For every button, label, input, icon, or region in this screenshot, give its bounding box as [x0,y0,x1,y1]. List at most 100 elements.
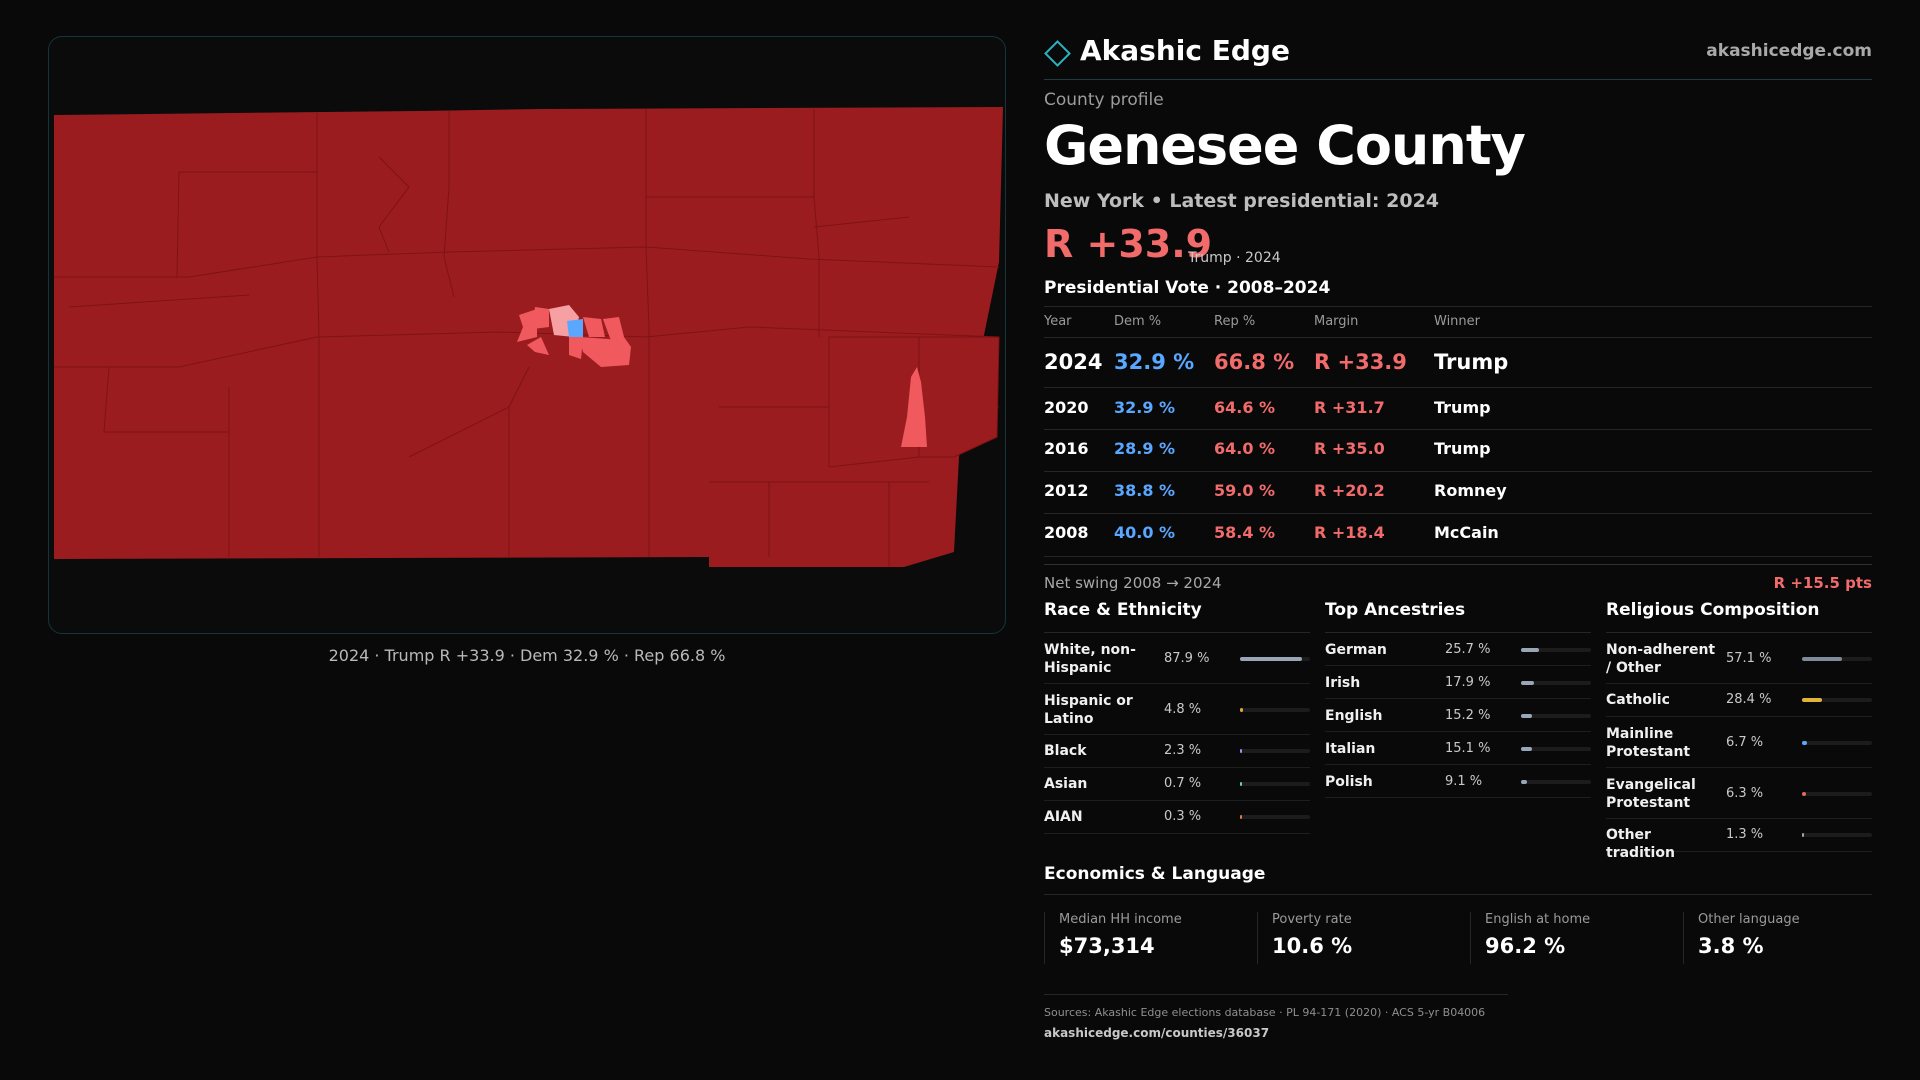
divider [1044,306,1872,307]
cell-winner: Trump [1434,439,1491,458]
share-bar-fill [1240,657,1302,661]
list-item[interactable]: Non-adherent / Other 57.1 % [1606,633,1872,684]
list-item[interactable]: Asian 0.7 % [1044,768,1310,801]
list-item[interactable]: Black 2.3 % [1044,735,1310,768]
share-bar-fill [1521,714,1532,718]
item-value: 0.7 % [1164,776,1202,791]
share-bar [1521,681,1591,685]
share-bar [1521,747,1591,751]
col-header-dem: Dem % [1114,314,1162,329]
share-bar-fill [1521,780,1527,784]
cell-year: 2012 [1044,481,1089,500]
item-label: Evangelical Protestant [1606,777,1696,811]
divider [1044,556,1872,557]
precinct[interactable] [603,317,631,349]
list-item[interactable]: German 25.7 % [1325,633,1591,666]
precinct[interactable] [583,317,605,337]
source-url-link[interactable]: akashicedge.com/counties/36037 [1044,1026,1270,1040]
share-bar-fill [1521,648,1539,652]
net-swing-label: Net swing 2008 → 2024 [1044,574,1222,592]
item-label: German [1325,642,1387,658]
vote-section-heading: Presidential Vote · 2008–2024 [1044,278,1331,298]
item-value: 1.3 % [1726,827,1764,842]
cell-margin: R +35.0 [1314,439,1385,458]
map-precincts[interactable] [54,107,1003,567]
share-bar [1802,792,1872,796]
cell-margin: R +33.9 [1314,350,1407,374]
list-item[interactable]: Irish 17.9 % [1325,666,1591,699]
item-value: 15.1 % [1445,741,1491,756]
share-bar [1521,714,1591,718]
cell-rep: 58.4 % [1214,523,1276,542]
item-value: 25.7 % [1445,642,1491,657]
cell-year: 2024 [1044,350,1103,374]
list-item[interactable]: AIAN 0.3 % [1044,801,1310,834]
share-bar-fill [1802,657,1842,661]
headline-margin-note: Trump · 2024 [1188,250,1281,266]
cell-winner: Trump [1434,350,1509,374]
item-label: AIAN [1044,809,1083,825]
precinct[interactable] [569,337,583,359]
col-header-year: Year [1044,314,1072,329]
precinct[interactable] [527,337,549,355]
brand-name[interactable]: Akashic Edge [1080,34,1290,67]
divider [1044,337,1872,338]
item-value: 4.8 % [1164,702,1202,717]
econ-stat-label: Median HH income [1059,912,1182,927]
precinct[interactable] [828,336,920,468]
precinct[interactable] [901,367,927,447]
item-value: 9.1 % [1445,774,1483,789]
list-item[interactable]: Other tradition 1.3 % [1606,819,1872,861]
item-label: Non-adherent / Other [1606,642,1716,676]
share-bar-fill [1521,681,1534,685]
share-bar [1240,782,1310,786]
list-item[interactable]: Hispanic or Latino 4.8 % [1044,684,1310,735]
cell-winner: McCain [1434,523,1499,542]
cell-winner: Romney [1434,481,1507,500]
col-header-rep: Rep % [1214,314,1256,329]
county-map[interactable] [49,37,1006,634]
share-bar-fill [1240,815,1242,819]
cell-year: 2020 [1044,398,1089,417]
list-item[interactable]: Polish 9.1 % [1325,765,1591,798]
share-bar-fill [1240,708,1243,712]
item-label: English [1325,708,1383,724]
precinct[interactable] [517,309,537,342]
net-swing-value: R +15.5 pts [1773,574,1872,592]
list-item[interactable]: Evangelical Protestant 6.3 % [1606,768,1872,819]
list-item[interactable]: Catholic 28.4 % [1606,684,1872,717]
item-value: 6.7 % [1726,735,1764,750]
list-item[interactable]: Mainline Protestant 6.7 % [1606,717,1872,768]
share-bar [1802,657,1872,661]
brand-site-link[interactable]: akashicedge.com [1706,41,1872,61]
headline-margin: R +33.9 [1044,222,1213,266]
item-value: 28.4 % [1726,692,1772,707]
list-item[interactable]: English 15.2 % [1325,699,1591,732]
item-label: Polish [1325,774,1373,790]
precinct[interactable] [567,319,583,337]
list-item[interactable]: Italian 15.1 % [1325,732,1591,765]
share-bar-fill [1240,782,1242,786]
brand-header: Akashic Edge akashicedge.com [1044,32,1872,72]
cell-dem: 32.9 % [1114,350,1195,374]
precinct[interactable] [579,337,631,367]
divider [1044,387,1872,388]
econ-stat: English at home 96.2 % [1470,912,1671,964]
page-kicker: County profile [1044,90,1164,110]
cell-margin: R +20.2 [1314,481,1385,500]
cell-rep: 64.6 % [1214,398,1276,417]
county-map-panel[interactable] [48,36,1006,634]
religion-card: Religious Composition Non-adherent / Oth… [1606,600,1872,861]
item-value: 17.9 % [1445,675,1491,690]
cell-dem: 40.0 % [1114,523,1176,542]
county-profile-panel: Akashic Edge akashicedge.com County prof… [1044,0,1872,1080]
item-value: 0.3 % [1164,809,1202,824]
share-bar [1521,648,1591,652]
share-bar [1802,741,1872,745]
divider [1325,632,1591,633]
list-item[interactable]: White, non-Hispanic 87.9 % [1044,633,1310,684]
race-ethnicity-card: Race & Ethnicity White, non-Hispanic 87.… [1044,600,1310,834]
map-caption: 2024 · Trump R +33.9 · Dem 32.9 % · Rep … [328,646,726,665]
divider [1044,632,1310,633]
item-label: White, non-Hispanic [1044,642,1136,676]
